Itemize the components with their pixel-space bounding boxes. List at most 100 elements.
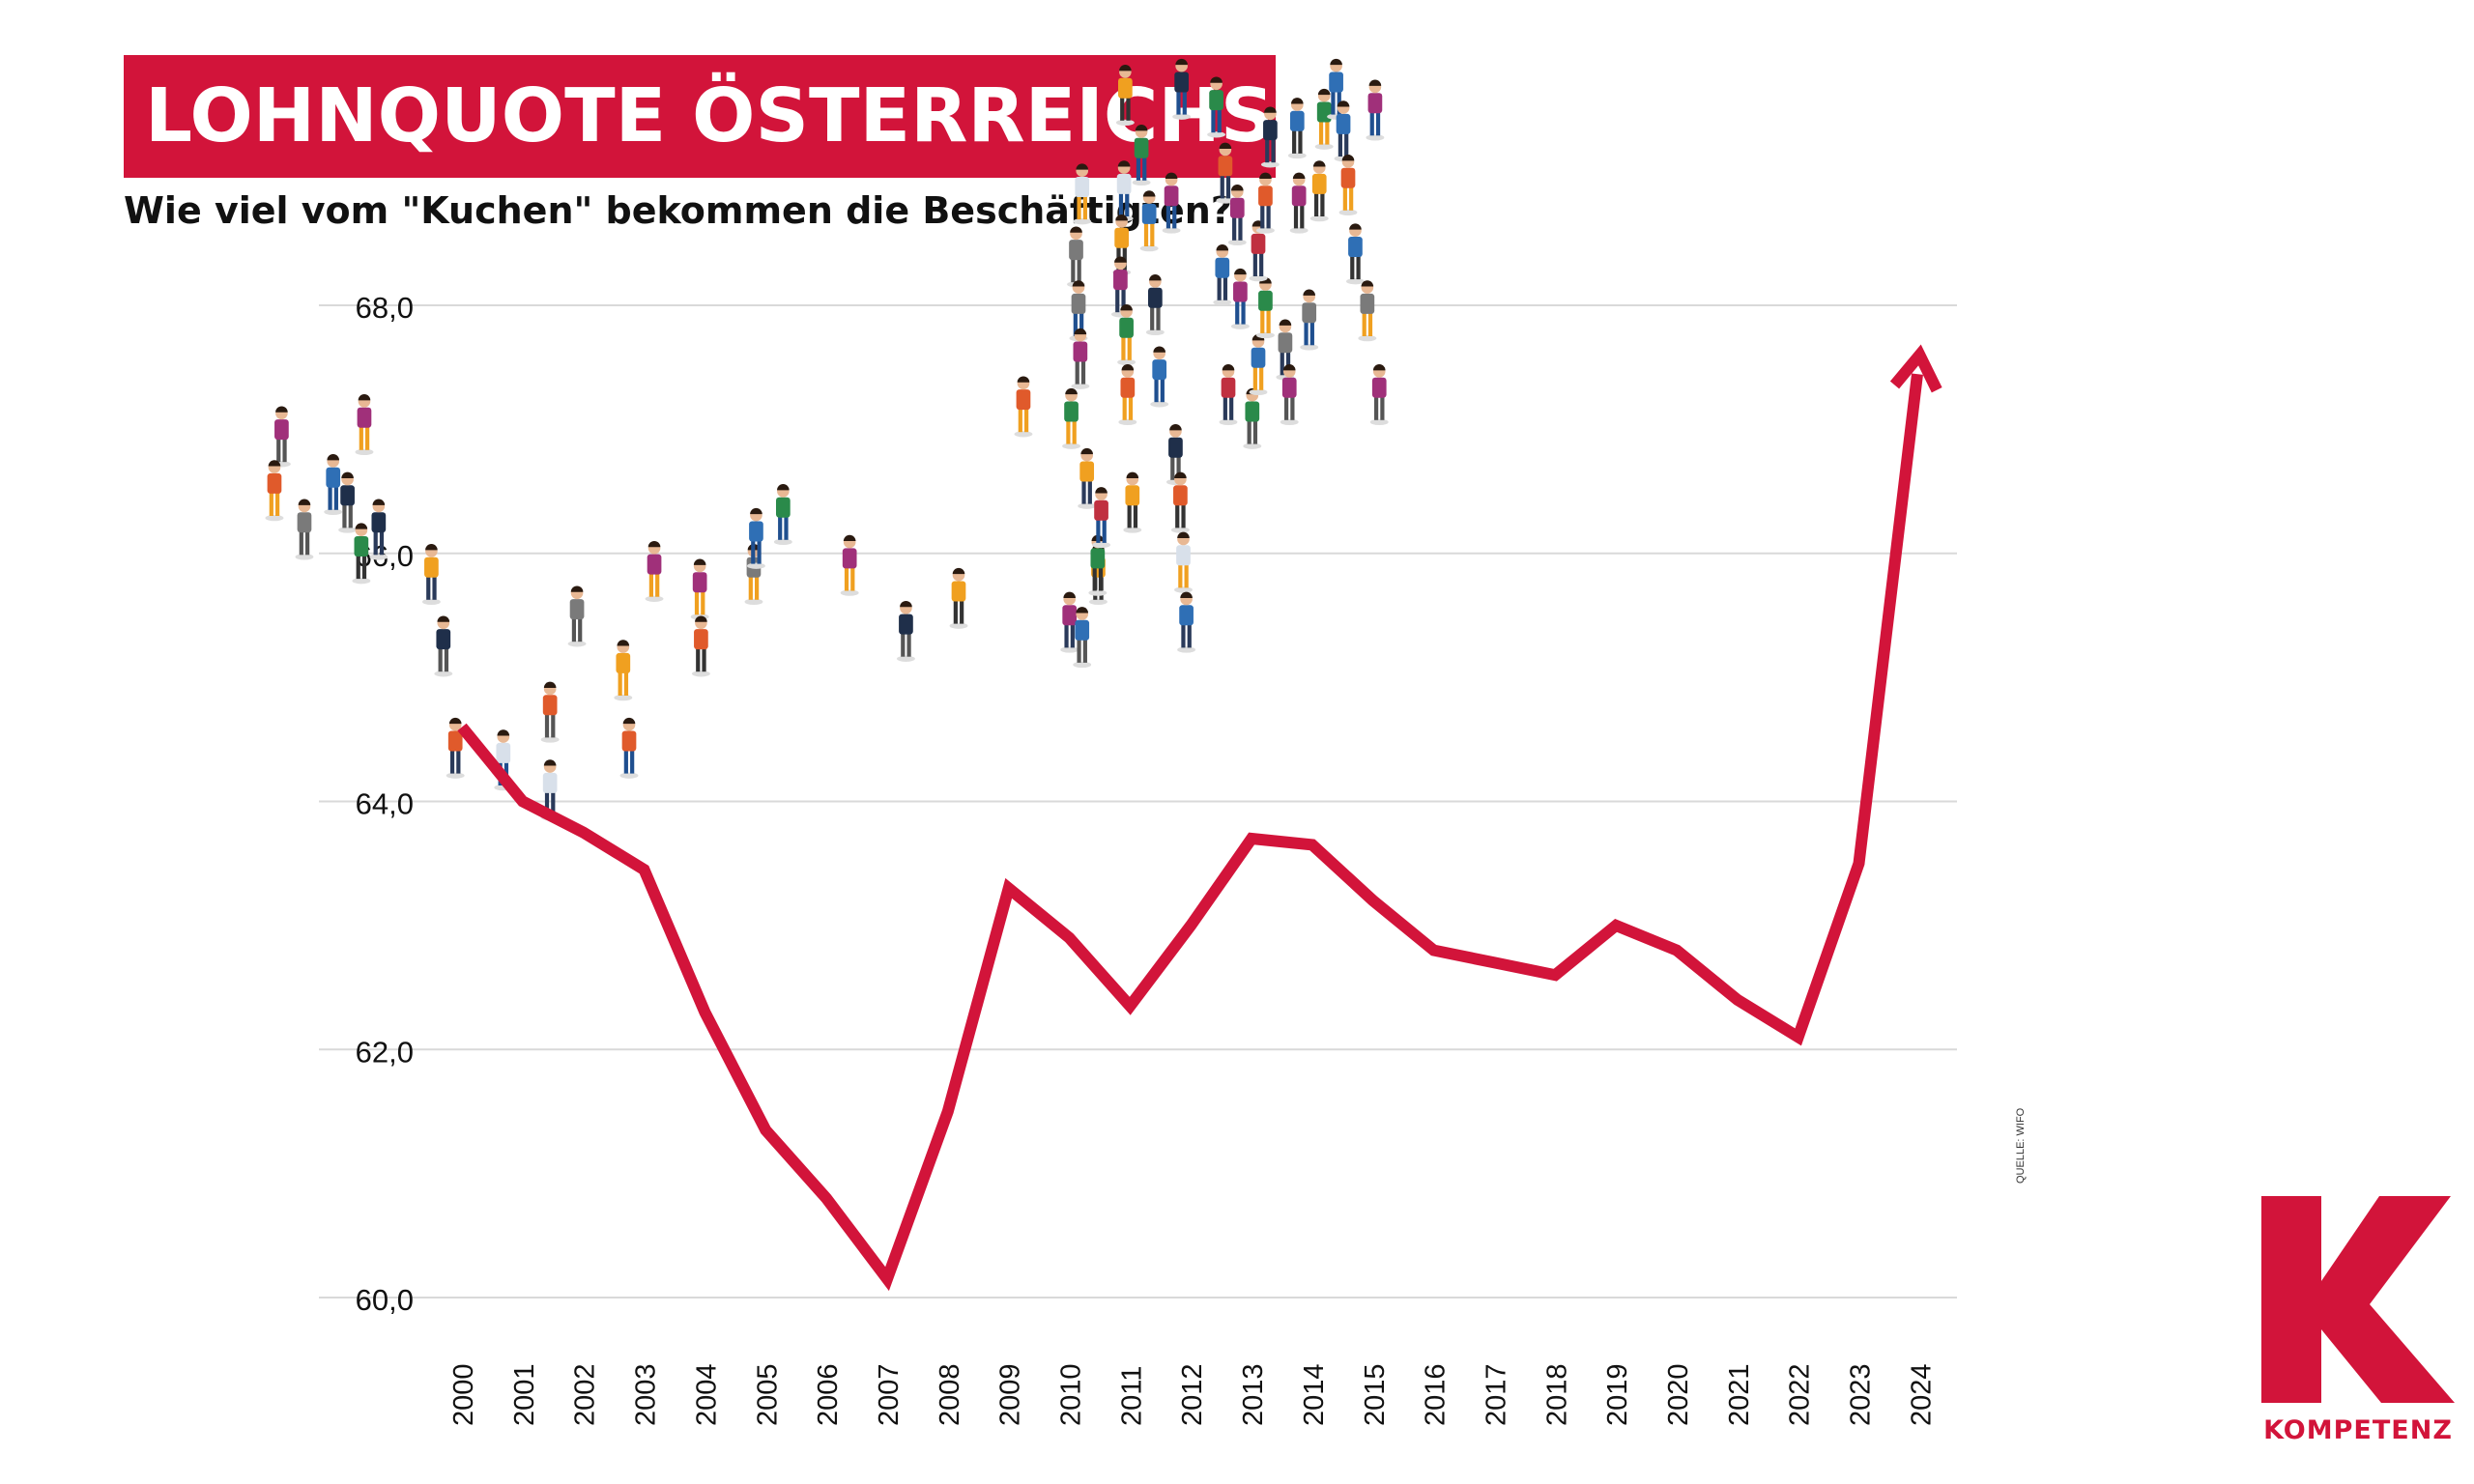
person-figure [434,615,453,677]
person-body [340,485,355,506]
person-leg [1375,111,1381,136]
person-shadow [1287,152,1307,159]
person-body [1360,293,1375,314]
person-leg [1342,186,1347,211]
person-leg [1350,254,1355,280]
person-body [1152,359,1167,381]
person-hair [1095,487,1108,494]
person-figure [1139,190,1159,252]
person-leg [1077,194,1081,220]
person-hair [777,484,790,491]
person-shadow [421,598,441,606]
person-figure [896,600,915,662]
person-figure [1172,58,1192,120]
person-hair [1303,289,1315,296]
person-body [1258,290,1273,311]
person-hair [268,460,281,467]
x-tick-label: 2015 [1360,1363,1391,1426]
person-leg [276,438,281,463]
person-leg [449,749,455,774]
person-shadow [1243,442,1262,449]
person-leg [1150,221,1155,246]
person-shadow [265,514,284,522]
person-figure [1334,100,1353,162]
person-leg [850,566,855,591]
person-hair [1291,98,1304,104]
person-body [1016,389,1031,411]
person-figure [746,507,765,569]
person-leg [1318,120,1324,145]
person-shadow [1345,278,1365,285]
person-leg [1122,395,1127,420]
person-shadow [1338,209,1358,216]
person-leg [906,632,911,657]
person-leg [1092,566,1097,591]
x-tick-label: 2019 [1602,1363,1633,1426]
person-leg [1081,479,1086,504]
person-body [1062,605,1078,626]
person-shadow [1115,119,1135,127]
person-leg [1127,503,1132,528]
person-figure [1249,334,1268,396]
person-body [274,419,289,441]
person-leg [655,572,660,597]
person-hair [1175,58,1188,66]
person-leg [1260,204,1265,229]
x-tick-label: 2010 [1056,1363,1087,1426]
person-leg [1280,351,1284,376]
x-tick-label: 2006 [813,1363,844,1426]
person-leg [1349,186,1354,211]
person-leg [1170,455,1175,480]
person-leg [456,749,461,774]
person-shadow [1162,227,1181,234]
person-leg [953,599,958,624]
person-body [1289,110,1305,131]
person-leg [444,647,449,672]
person-shadow [1145,328,1165,336]
person-shadow [1060,646,1079,653]
person-leg [901,632,906,657]
person-shadow [1300,344,1319,351]
person-body [1258,186,1273,207]
person-leg [1082,638,1087,663]
person-leg [1344,131,1349,157]
person-figure [1115,65,1135,127]
y-tick-labels: 60,062,064,066,068,0 [356,291,414,1317]
y-tick-label: 62,0 [356,1035,414,1069]
person-figure [1162,172,1181,234]
person-leg [1260,308,1265,333]
person-shadow [1088,589,1108,596]
x-tick-label: 2007 [874,1363,905,1426]
person-figure [614,640,633,701]
person-body [1176,545,1191,566]
person-leg [269,491,273,516]
person-shadow [840,589,859,596]
person-leg [1160,378,1165,403]
y-tick-label: 68,0 [356,291,414,325]
person-body [297,512,312,533]
person-leg [1176,455,1181,480]
person-leg [1304,321,1309,346]
x-tick-label: 2023 [1846,1363,1877,1426]
person-leg [1128,395,1134,420]
person-leg [305,530,310,556]
person-leg [1122,245,1127,271]
person-figure [1255,277,1275,339]
person-figure [1227,185,1247,246]
person-body [1168,437,1183,458]
person-figure [324,454,343,516]
y-tick-label: 60,0 [356,1283,414,1317]
person-body [1251,347,1266,368]
person-leg [1252,419,1258,444]
person-leg [1238,215,1243,241]
person-leg [571,617,577,642]
person-shadow [1062,442,1081,449]
person-hair [543,681,557,688]
person-leg [544,713,550,738]
person-leg [1118,191,1124,216]
person-body [1120,377,1136,398]
person-shadow [338,527,358,533]
person-hair [1135,125,1148,131]
person-shadow [446,772,465,779]
person-leg [1154,378,1159,403]
